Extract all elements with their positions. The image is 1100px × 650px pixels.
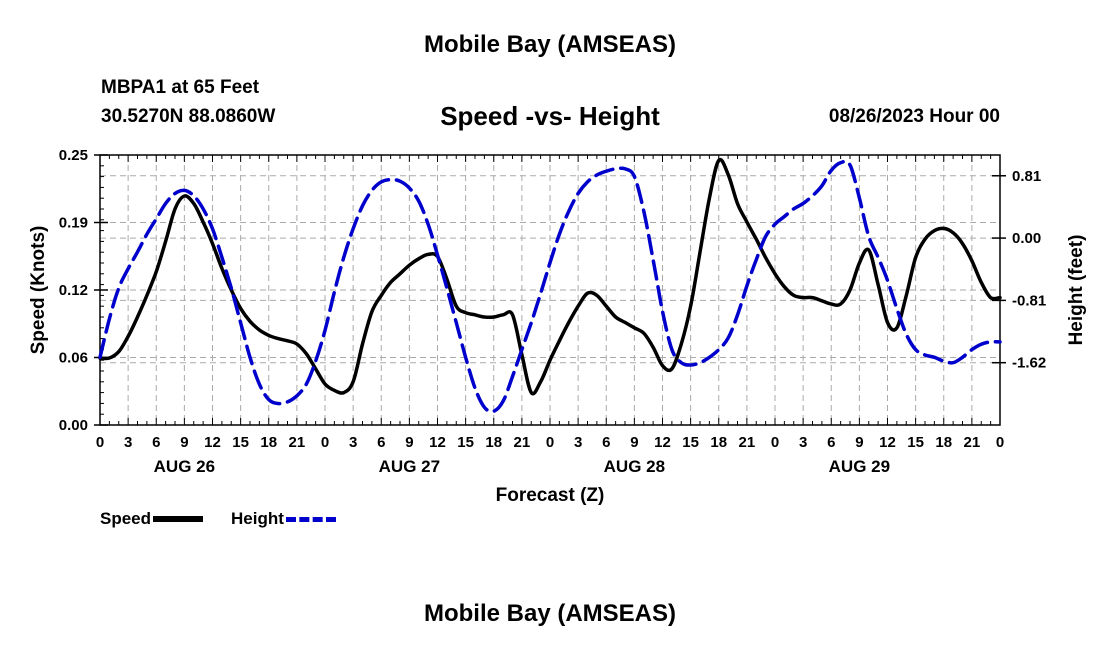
- day-label: AUG 26: [154, 457, 215, 476]
- y-tick-label: 0.12: [59, 282, 88, 299]
- x-tick-label: 6: [827, 434, 835, 451]
- legend-height: Height: [231, 509, 336, 529]
- x-tick-label: 21: [964, 434, 981, 451]
- x-tick-label: 12: [879, 434, 896, 451]
- x-tick-label: 15: [682, 434, 699, 451]
- x-tick-label: 6: [152, 434, 160, 451]
- x-tick-label: 21: [289, 434, 306, 451]
- x-tick-label: 15: [232, 434, 249, 451]
- station-label: MBPA1 at 65 Feet: [101, 77, 260, 98]
- y-tick-label: 0.06: [59, 350, 88, 367]
- x-tick-label: 12: [204, 434, 221, 451]
- y2-tick-label: 0.81: [1012, 168, 1041, 185]
- y-tick-label: 0.00: [59, 417, 88, 434]
- series-height-line: [98, 159, 1002, 414]
- x-tick-label: 18: [485, 434, 502, 451]
- y2-tick-label: -1.62: [1012, 355, 1046, 372]
- x-tick-label: 6: [377, 434, 385, 451]
- x-tick-label: 3: [799, 434, 807, 451]
- legend-speed: Speed: [100, 509, 204, 529]
- x-tick-label: 3: [349, 434, 357, 451]
- y-axis-title: Speed (Knots): [28, 226, 49, 355]
- chart-title: Mobile Bay (AMSEAS): [423, 31, 677, 58]
- x-tick-label: 3: [124, 434, 132, 451]
- y-tick-label: 0.19: [59, 215, 88, 232]
- day-label: AUG 29: [829, 457, 890, 476]
- series-speed-line: [98, 157, 1002, 396]
- x-tick-label: 9: [405, 434, 413, 451]
- x-tick-label: 21: [739, 434, 756, 451]
- day-label: AUG 27: [379, 457, 440, 476]
- y2-tick-label: -0.81: [1012, 292, 1046, 309]
- x-tick-label: 9: [855, 434, 863, 451]
- x-axis-title: Forecast (Z): [496, 485, 605, 506]
- x-tick-label: 21: [514, 434, 531, 451]
- x-tick-label: 15: [457, 434, 474, 451]
- x-tick-label: 15: [907, 434, 924, 451]
- y2-tick-label: 0.00: [1012, 230, 1041, 247]
- legend-height-label: Height: [231, 509, 284, 528]
- forecast-datetime: 08/26/2023 Hour 00: [828, 106, 1000, 127]
- x-tick-label: 3: [574, 434, 582, 451]
- x-tick-label: 0: [96, 434, 104, 451]
- x-tick-label: 9: [630, 434, 638, 451]
- y-tick-label: 0.25: [59, 147, 88, 164]
- x-tick-label: 12: [429, 434, 446, 451]
- x-tick-label: 9: [180, 434, 188, 451]
- day-label: AUG 28: [604, 457, 665, 476]
- legend-speed-swatch: [153, 516, 204, 522]
- x-tick-label: 18: [710, 434, 727, 451]
- legend-height-swatch: [285, 516, 336, 522]
- x-tick-label: 0: [321, 434, 329, 451]
- x-tick-label: 18: [935, 434, 952, 451]
- legend-speed-label: Speed: [100, 509, 152, 528]
- second-chart-title: Mobile Bay (AMSEAS): [423, 600, 677, 627]
- x-tick-label: 0: [771, 434, 779, 451]
- coordinates-label: 30.5270N 88.0860W: [101, 106, 276, 127]
- x-tick-label: 18: [260, 434, 277, 451]
- x-tick-label: 0: [996, 434, 1004, 451]
- x-tick-label: 6: [602, 434, 610, 451]
- x-tick-label: 0: [546, 434, 554, 451]
- x-tick-label: 12: [654, 434, 671, 451]
- chart-subtitle: Speed -vs- Height: [440, 101, 660, 131]
- y2-axis-title: Height (feet): [1066, 235, 1087, 346]
